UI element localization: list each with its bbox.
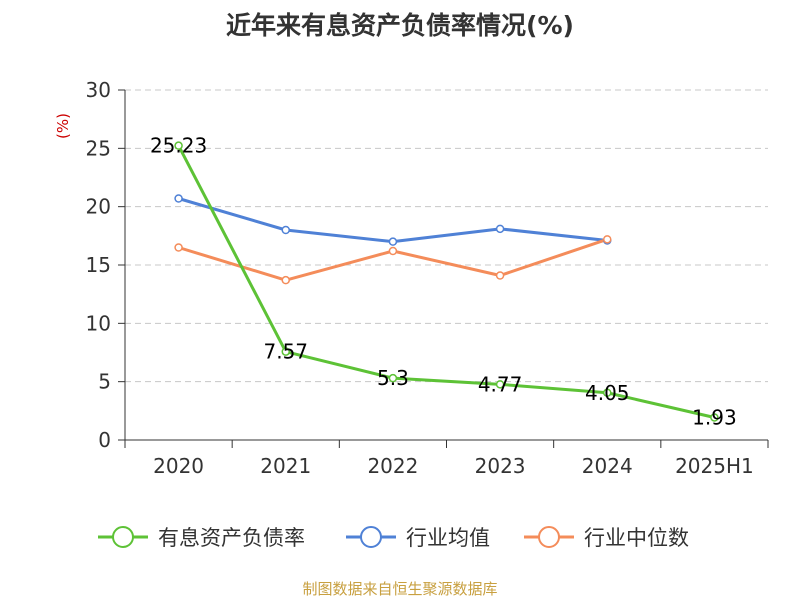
source-note: 制图数据来自恒生聚源数据库 [302, 580, 497, 598]
legend-label: 有息资产负债率 [158, 526, 305, 550]
legend-swatch-marker [360, 526, 382, 548]
series-line-0 [177, 144, 715, 419]
chart-title: 近年来有息资产负债率情况(%) [226, 11, 574, 40]
gridlines [125, 89, 768, 383]
series-point-0 [495, 380, 505, 389]
x-tick-label: 2023 [475, 454, 526, 478]
series-point-0 [603, 388, 612, 397]
series-point-0 [388, 373, 398, 383]
y-tick-label: 30 [86, 78, 111, 102]
y-tick-label: 15 [86, 253, 111, 277]
series-lines [177, 144, 715, 419]
x-tick-label: 2022 [367, 454, 418, 478]
legend-label: 行业均值 [406, 526, 490, 550]
legend-label: 行业中位数 [584, 526, 689, 550]
data-label: 5.3 [377, 366, 409, 390]
series-point-0 [174, 141, 183, 150]
series-point-2 [603, 235, 612, 244]
data-labels: 25.23 7.57 5.3 4.77 4.05 1.93 [150, 134, 737, 430]
legend[interactable]: 有息资产负债率 行业均值 行业中位数 [98, 526, 689, 550]
series-point-1 [388, 237, 398, 246]
y-tick-label: 5 [98, 370, 111, 394]
legend-item-2[interactable]: 行业中位数 [524, 526, 689, 550]
series-point-1 [495, 224, 505, 234]
series-point-2 [174, 243, 183, 252]
x-tick-label: 2025H1 [675, 454, 754, 478]
legend-item-0[interactable]: 有息资产负债率 [98, 526, 305, 550]
legend-item-1[interactable]: 行业均值 [346, 526, 490, 550]
series-point-2 [281, 275, 290, 285]
data-label: 4.05 [585, 381, 630, 405]
x-tick-label: 2024 [582, 454, 633, 478]
series-point-1 [281, 225, 290, 235]
x-tick-label: 2021 [260, 454, 311, 478]
series-line-1 [178, 197, 608, 244]
data-label: 7.57 [263, 340, 308, 364]
x-tick-label: 2020 [153, 454, 204, 478]
series-point-2 [495, 271, 505, 280]
axes: 0 5 10 15 20 25 30 2020 2021 2022 2023 2024 2025H1 [86, 78, 769, 478]
data-label: 1.93 [692, 405, 737, 429]
series-point-1 [174, 194, 183, 203]
data-label: 4.77 [478, 372, 523, 396]
legend-swatch-marker [112, 526, 134, 548]
y-tick-label: 20 [86, 195, 111, 219]
y-tick-label: 25 [86, 136, 111, 160]
y-tick-label: 0 [98, 428, 111, 452]
legend-swatch-marker [538, 526, 560, 548]
series-point-2 [388, 246, 398, 256]
y-axis-unit-label: (%) [54, 113, 72, 139]
series-point-0 [710, 413, 719, 422]
series-point-0 [281, 347, 290, 356]
data-label: 25.23 [150, 134, 207, 158]
y-tick-label: 10 [86, 311, 111, 335]
series-points [174, 141, 719, 422]
